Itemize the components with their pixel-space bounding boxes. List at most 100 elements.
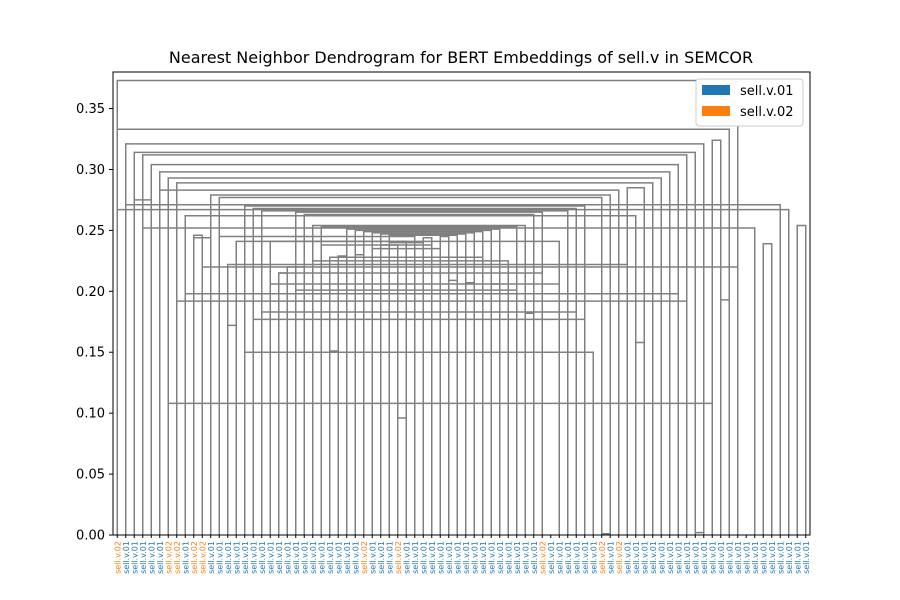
- leaf-label-61: sell.v.01: [632, 541, 641, 574]
- leaf-label-7: sell.v.02: [173, 541, 182, 574]
- dendrogram-link-65: [159, 171, 671, 535]
- dendrogram-link-38: [422, 236, 433, 535]
- leaf-label-25: sell.v.01: [326, 541, 335, 574]
- dendrogram-link-57: [218, 196, 603, 535]
- dendrogram-link-63: [176, 182, 654, 535]
- dendrogram-link-13: [635, 341, 645, 535]
- y-tick-label-2: 0.10: [76, 407, 105, 422]
- leaf-label-74: sell.v.01: [742, 541, 751, 574]
- leaf-label-60: sell.v.01: [623, 541, 632, 574]
- leaf-label-19: sell.v.01: [275, 541, 284, 574]
- dendrogram-link-47: [320, 225, 518, 535]
- leaf-label-63: sell.v.01: [649, 541, 658, 574]
- leaf-label-23: sell.v.01: [309, 541, 318, 574]
- leaf-label-10: sell.v.02: [198, 541, 207, 574]
- leaf-label-43: sell.v.01: [479, 541, 488, 574]
- dendrogram-link-29: [448, 279, 458, 535]
- dendrogram-link-44: [354, 229, 492, 535]
- dendrogram-link-72: [116, 79, 739, 535]
- leaf-label-26: sell.v.01: [334, 541, 343, 574]
- dendrogram-link-16: [244, 351, 594, 535]
- leaf-label-15: sell.v.01: [241, 541, 250, 574]
- leaf-label-70: sell.v.01: [708, 541, 717, 574]
- dendrogram-link-30: [354, 254, 365, 535]
- dendrogram-link-37: [397, 417, 407, 535]
- leaf-label-11: sell.v.01: [207, 541, 216, 574]
- y-tick-label-1: 0.05: [76, 468, 105, 483]
- dendrogram-link-21: [524, 312, 535, 535]
- dendrogram-link-11: [201, 266, 739, 535]
- dendrogram-link-66: [150, 163, 679, 535]
- dendrogram-link-60: [193, 234, 203, 535]
- leaf-label-27: sell.v.01: [343, 541, 352, 574]
- leaf-label-33: sell.v.02: [394, 541, 403, 574]
- leaf-label-56: sell.v.01: [589, 541, 598, 574]
- leaf-label-39: sell.v.01: [445, 541, 454, 574]
- leaf-label-4: sell.v.01: [147, 541, 156, 574]
- dendrogram-link-54: [252, 207, 577, 535]
- dendrogram-link-46: [329, 350, 339, 535]
- leaf-label-69: sell.v.01: [700, 541, 709, 574]
- dendrogram-link-43: [363, 230, 484, 535]
- leaf-label-12: sell.v.01: [215, 541, 224, 574]
- leaf-label-51: sell.v.01: [547, 541, 556, 574]
- leaf-label-9: sell.v.02: [190, 541, 199, 574]
- dendrogram-link-41: [380, 233, 467, 535]
- leaf-label-14: sell.v.01: [232, 541, 241, 574]
- dendrogram-link-10: [720, 299, 730, 535]
- leaf-label-79: sell.v.01: [785, 541, 794, 574]
- dendrogram-links: [116, 79, 807, 535]
- leaf-label-34: sell.v.01: [402, 541, 411, 574]
- leaf-label-48: sell.v.01: [521, 541, 530, 574]
- dendrogram-link-39: [439, 235, 450, 535]
- dendrogram-link-48: [312, 224, 526, 535]
- dendrogram-link-50: [295, 211, 543, 535]
- dendrogram-link-24: [312, 260, 509, 535]
- y-tick-label-0: 0.00: [76, 529, 105, 544]
- leaf-label-1: sell.v.01: [122, 541, 131, 574]
- dendrogram-link-55: [244, 205, 586, 535]
- dendrogram-link-42: [371, 232, 475, 535]
- dendrogram-link-49: [303, 213, 535, 535]
- leaf-label-28: sell.v.01: [351, 541, 360, 574]
- leaf-label-32: sell.v.01: [385, 541, 394, 574]
- leaf-label-35: sell.v.01: [411, 541, 420, 574]
- dendrogram-link-45: [346, 228, 501, 535]
- y-tick-label-6: 0.30: [76, 163, 105, 178]
- dendrogram-link-67: [142, 154, 688, 535]
- leaf-label-22: sell.v.01: [300, 541, 309, 574]
- leaf-label-67: sell.v.01: [683, 541, 692, 574]
- leaf-label-58: sell.v.01: [606, 541, 615, 574]
- leaf-label-49: sell.v.01: [530, 541, 539, 574]
- leaf-label-31: sell.v.01: [377, 541, 386, 574]
- dendrogram-link-40: [388, 234, 458, 535]
- leaf-label-59: sell.v.02: [615, 541, 624, 574]
- leaf-label-77: sell.v.01: [768, 541, 777, 574]
- leaf-label-57: sell.v.02: [598, 541, 607, 574]
- dendrogram-link-1: [116, 208, 790, 535]
- dendrogram-link-70: [711, 139, 722, 535]
- leaf-label-8: sell.v.01: [181, 541, 190, 574]
- dendrogram-link-61: [184, 215, 637, 535]
- dendrogram-link-36: [218, 235, 416, 535]
- dendrogram-link-64: [167, 177, 662, 535]
- leaf-label-78: sell.v.01: [776, 541, 785, 574]
- leaf-label-5: sell.v.01: [156, 541, 165, 574]
- leaf-label-0: sell.v.02: [113, 541, 122, 574]
- leaf-label-3: sell.v.01: [139, 541, 148, 574]
- leaf-label-41: sell.v.01: [462, 541, 471, 574]
- leaf-label-16: sell.v.01: [249, 541, 258, 574]
- leaf-label-13: sell.v.01: [224, 541, 233, 574]
- dendrogram-link-3: [762, 243, 773, 535]
- y-tick-label-4: 0.20: [76, 285, 105, 300]
- legend-label-sell-v02: sell.v.02: [740, 105, 794, 120]
- leaf-label-36: sell.v.01: [419, 541, 428, 574]
- dendrogram-link-25: [490, 283, 501, 535]
- leaf-label-20: sell.v.01: [283, 541, 292, 574]
- dendrogram-link-18: [261, 311, 577, 535]
- dendrogram-link-51: [278, 272, 288, 535]
- legend: sell.v.01 sell.v.02: [695, 78, 804, 127]
- leaf-label-72: sell.v.01: [725, 541, 734, 574]
- leaf-label-62: sell.v.01: [640, 541, 649, 574]
